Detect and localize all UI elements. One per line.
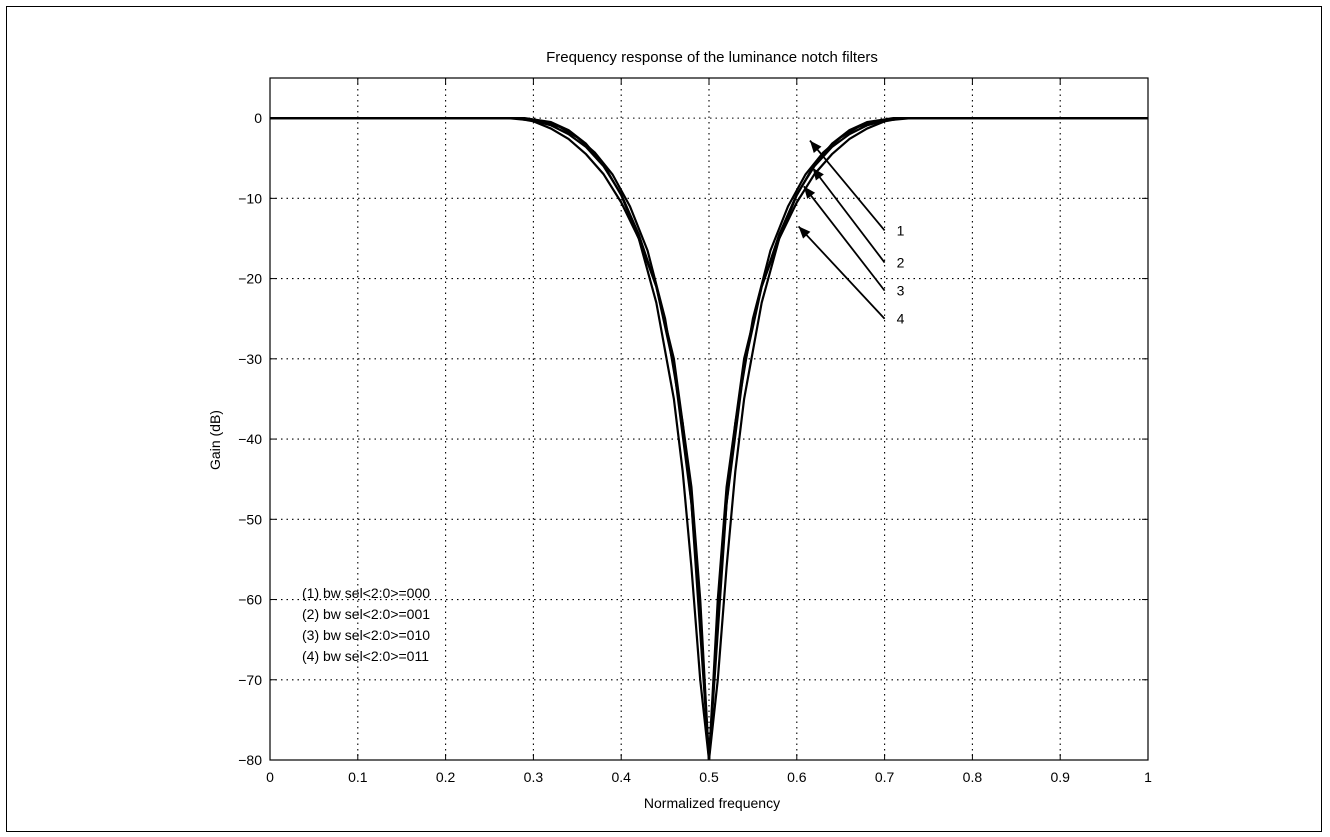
y-tick-label: 0: [254, 110, 262, 126]
legend-entry-4: (4) bw sel<2:0>=011: [302, 648, 429, 664]
series-line-2: [270, 117, 1148, 760]
y-tick-label: −40: [238, 431, 262, 447]
callout-arrow-2: [811, 167, 886, 264]
y-tick-label: −70: [238, 672, 262, 688]
callout-label-1: 1: [897, 222, 905, 238]
y-tick-label: −30: [238, 351, 262, 367]
x-tick-label: 0.1: [348, 769, 368, 785]
y-tick-label: −10: [238, 190, 262, 206]
x-axis-label: Normalized frequency: [644, 795, 780, 811]
y-tick-label: −60: [238, 592, 262, 608]
y-tick-label: −20: [238, 271, 262, 287]
series-line-4: [270, 117, 1148, 760]
legend: (1) bw sel<2:0>=000 (2) bw sel<2:0>=001 (3…: [302, 585, 430, 664]
figure-frame: [6, 6, 1322, 832]
y-tick-label: −80: [238, 752, 262, 768]
y-tick-label: −50: [238, 511, 262, 527]
x-tick-label: 0.8: [963, 769, 983, 785]
callout-label-2: 2: [897, 255, 905, 271]
callout-arrow-3: [803, 185, 886, 292]
grid: [270, 78, 1148, 760]
legend-entry-1: (1) bw sel<2:0>=000: [302, 585, 430, 601]
callouts: 1 2 3 4: [797, 140, 905, 327]
y-axis-label: Gain (dB): [207, 410, 223, 470]
legend-entry-2: (2) bw sel<2:0>=001: [302, 606, 430, 622]
series-line-1: [270, 117, 1148, 760]
callout-label-3: 3: [897, 283, 905, 299]
x-tick-label: 0.9: [1050, 769, 1070, 785]
callout-arrow-1: [809, 140, 886, 232]
x-tick-label: 0.7: [875, 769, 895, 785]
x-tick-label: 1: [1144, 769, 1152, 785]
callout-arrow-4: [797, 225, 886, 320]
callout-arrowhead-1: [809, 140, 822, 154]
callout-label-4: 4: [897, 311, 905, 327]
plot-area: [269, 77, 1149, 761]
callout-arrowhead-3: [803, 186, 816, 199]
x-tick-label: 0.6: [787, 769, 807, 785]
x-tick-label: 0.5: [699, 769, 719, 785]
callout-arrowhead-2: [812, 167, 824, 181]
series-lines: [270, 117, 1148, 760]
callout-arrowhead-4: [798, 226, 811, 239]
legend-entry-3: (3) bw sel<2:0>=010: [302, 627, 430, 643]
chart-title: Frequency response of the luminance notc…: [546, 49, 878, 66]
x-tick-label: 0.3: [524, 769, 544, 785]
axis-ticks: 0 0.1 0.2 0.3 0.4 0.5 0.6 0.7 0.8 0.9 1 0 −10 −20 −30 −…: [238, 78, 1152, 785]
x-tick-label: 0.4: [611, 769, 631, 785]
x-tick-label: 0: [266, 769, 274, 785]
x-tick-label: 0.2: [436, 769, 456, 785]
